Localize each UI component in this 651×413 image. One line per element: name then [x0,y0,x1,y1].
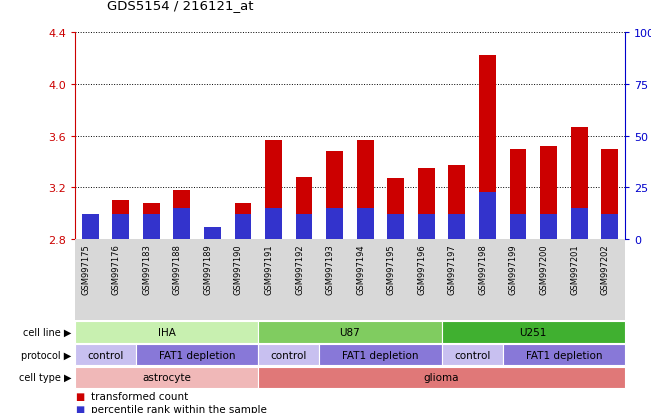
Text: GSM997176: GSM997176 [112,244,120,294]
Text: GSM997202: GSM997202 [601,244,610,294]
Text: transformed count: transformed count [91,391,188,401]
Text: percentile rank within the sample: percentile rank within the sample [91,404,267,413]
Text: GSM997196: GSM997196 [417,244,426,294]
Bar [418,215,435,240]
Text: FAT1 depletion: FAT1 depletion [525,350,602,360]
Bar [296,215,312,240]
Text: GSM997190: GSM997190 [234,244,243,294]
Text: ■: ■ [75,404,84,413]
Text: GSM997175: GSM997175 [81,244,90,294]
Text: protocol ▶: protocol ▶ [21,350,72,360]
Bar [510,215,527,240]
Text: U87: U87 [340,327,360,337]
Bar [265,209,282,240]
Bar [296,178,312,240]
Text: GSM997189: GSM997189 [203,244,212,294]
Text: GSM997188: GSM997188 [173,244,182,294]
Text: FAT1 depletion: FAT1 depletion [342,350,419,360]
Text: FAT1 depletion: FAT1 depletion [159,350,236,360]
Bar [113,215,129,240]
Text: GSM997200: GSM997200 [540,244,549,294]
Text: GSM997201: GSM997201 [570,244,579,294]
Text: GSM997198: GSM997198 [478,244,488,294]
Bar [357,140,374,240]
Bar [571,209,587,240]
Bar [387,215,404,240]
Text: glioma: glioma [424,373,460,382]
Text: GSM997197: GSM997197 [448,244,457,294]
Bar [479,56,496,240]
Text: GSM997194: GSM997194 [356,244,365,294]
Bar [173,209,190,240]
Bar [602,149,618,240]
Bar [143,215,159,240]
Bar [357,209,374,240]
Bar [326,152,343,240]
Bar [204,227,221,240]
Bar [204,232,221,240]
Bar [540,215,557,240]
Bar [234,203,251,240]
Bar [326,209,343,240]
Text: control: control [87,350,124,360]
Text: GSM997193: GSM997193 [326,244,335,294]
Text: astrocyte: astrocyte [142,373,191,382]
Bar [173,190,190,240]
Bar [479,192,496,240]
Bar [449,166,465,240]
Text: GSM997199: GSM997199 [509,244,518,294]
Bar [571,127,587,240]
Bar [265,140,282,240]
Text: U251: U251 [519,327,547,337]
Text: GSM997195: GSM997195 [387,244,396,294]
Text: ■: ■ [75,391,84,401]
Bar [540,147,557,240]
Bar [82,215,98,240]
Text: cell line ▶: cell line ▶ [23,327,72,337]
Text: GSM997191: GSM997191 [264,244,273,294]
Text: GSM997192: GSM997192 [295,244,304,294]
Bar [510,149,527,240]
Bar [143,203,159,240]
Text: control: control [271,350,307,360]
Text: GSM997183: GSM997183 [143,244,151,294]
Bar [449,215,465,240]
Text: cell type ▶: cell type ▶ [19,373,72,382]
Bar [234,215,251,240]
Bar [602,215,618,240]
Bar [113,201,129,240]
Text: GDS5154 / 216121_at: GDS5154 / 216121_at [107,0,254,12]
Bar [82,229,98,240]
Bar [418,169,435,240]
Bar [387,179,404,240]
Text: control: control [454,350,490,360]
Text: IHA: IHA [158,327,176,337]
